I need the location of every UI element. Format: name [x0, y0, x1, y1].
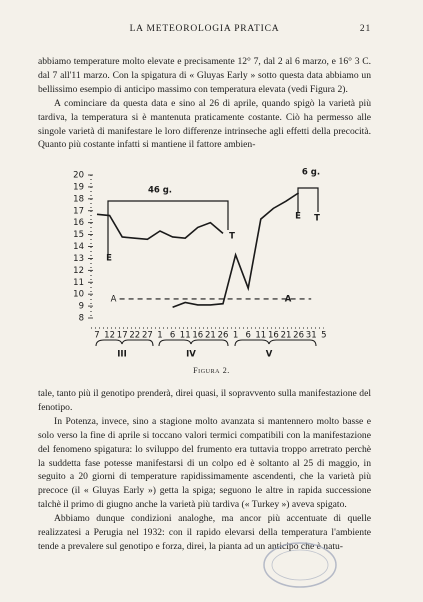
bracket [107, 200, 229, 255]
y-tick-label: 11 [73, 278, 84, 288]
x-tick-label: 17 [117, 331, 128, 341]
paragraph: In Potenza, invece, sino a stagione molt… [38, 415, 371, 511]
brace [158, 339, 229, 347]
y-tick-label: 17 [73, 206, 84, 216]
x-tick-label: 21 [205, 331, 216, 341]
x-tick-label: 11 [180, 331, 191, 341]
y-tick-label: 12 [73, 266, 84, 276]
paragraph: abbiamo temperature molto elevate e prec… [38, 56, 371, 95]
y-tick-label: 13 [73, 254, 84, 264]
y-tick-label: 19 [73, 182, 84, 192]
data-line [96, 213, 224, 241]
y-tick-label: 16 [73, 218, 84, 228]
month-label: V [266, 350, 273, 360]
y-tick-label: 15 [73, 230, 84, 240]
x-tick-label: 31 [306, 331, 317, 341]
running-title: LA METEOROLOGIA PRATICA [129, 24, 280, 34]
x-tick-label: 11 [255, 331, 266, 341]
x-tick-label: 26 [218, 331, 229, 341]
x-tick-label: 16 [268, 331, 279, 341]
annotation: A [285, 294, 292, 304]
reference-label: A [111, 294, 117, 304]
x-tick-label: 1 [233, 331, 238, 341]
bracket [297, 187, 319, 212]
text-top: abbiamo temperature molto elevate e prec… [38, 55, 371, 152]
x-tick-label: 22 [129, 331, 140, 341]
y-tick-label: 8 [79, 314, 84, 324]
x-tick-label: 1 [157, 331, 162, 341]
x-tick-label: 5 [321, 331, 326, 341]
figure-caption: Figura 2. [193, 366, 230, 375]
text-bottom: tale, tanto più il genotipo prenderà, di… [38, 387, 371, 554]
annotation: T [314, 214, 320, 224]
x-tick-label: 27 [142, 331, 153, 341]
y-tick-label: 10 [73, 290, 84, 300]
annotation: 46 g. [148, 186, 172, 196]
x-tick-label: 26 [293, 331, 304, 341]
month-label: IV [186, 350, 196, 360]
x-tick-label: 6 [170, 331, 175, 341]
x-tick-label: 6 [245, 331, 250, 341]
library-stamp-inner [271, 549, 329, 581]
x-tick-label: 16 [192, 331, 203, 341]
brace [234, 339, 317, 347]
paragraph: Abbiamo dunque condizioni analoghe, ma a… [38, 513, 371, 552]
x-tick-label: 7 [94, 331, 99, 341]
data-line [172, 192, 300, 309]
y-tick-label: 14 [73, 242, 84, 252]
y-tick-label: 9 [79, 302, 84, 312]
page-number: 21 [359, 24, 371, 34]
annotation: E [295, 212, 301, 222]
paragraph: A cominciare da questa data e sino al 26… [38, 97, 371, 151]
annotation: T [229, 232, 235, 242]
y-tick-label: 20 [73, 171, 84, 181]
x-tick-label: 12 [104, 331, 115, 341]
paragraph: tale, tanto più il genotipo prenderà, di… [38, 388, 371, 413]
annotation: 6 g. [302, 168, 320, 178]
y-tick-label: 18 [73, 194, 84, 204]
x-tick-label: 21 [281, 331, 292, 341]
annotation: E [106, 254, 112, 264]
brace [95, 339, 154, 347]
month-label: III [117, 350, 127, 360]
